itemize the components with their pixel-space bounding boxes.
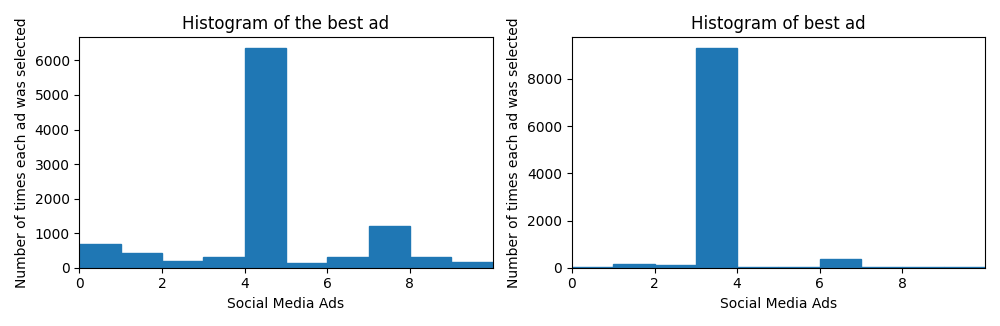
Bar [696,48,737,268]
Bar [902,267,944,268]
Y-axis label: Number of times each ad was selected: Number of times each ad was selected [508,17,522,288]
Bar [327,257,369,268]
Title: Histogram of best ad: Histogram of best ad [691,15,866,33]
Bar [369,226,410,268]
Bar [410,257,451,268]
Bar [451,261,493,268]
Bar [613,264,655,268]
Bar [121,253,162,268]
Bar [820,259,861,268]
Bar [286,262,327,268]
Bar [162,261,203,268]
Bar [79,244,121,268]
Bar [203,257,245,268]
Bar [245,48,286,268]
Bar [655,265,696,268]
Title: Histogram of the best ad: Histogram of the best ad [182,15,390,33]
Y-axis label: Number of times each ad was selected: Number of times each ad was selected [15,17,29,288]
X-axis label: Social Media Ads: Social Media Ads [227,297,345,311]
X-axis label: Social Media Ads: Social Media Ads [720,297,837,311]
